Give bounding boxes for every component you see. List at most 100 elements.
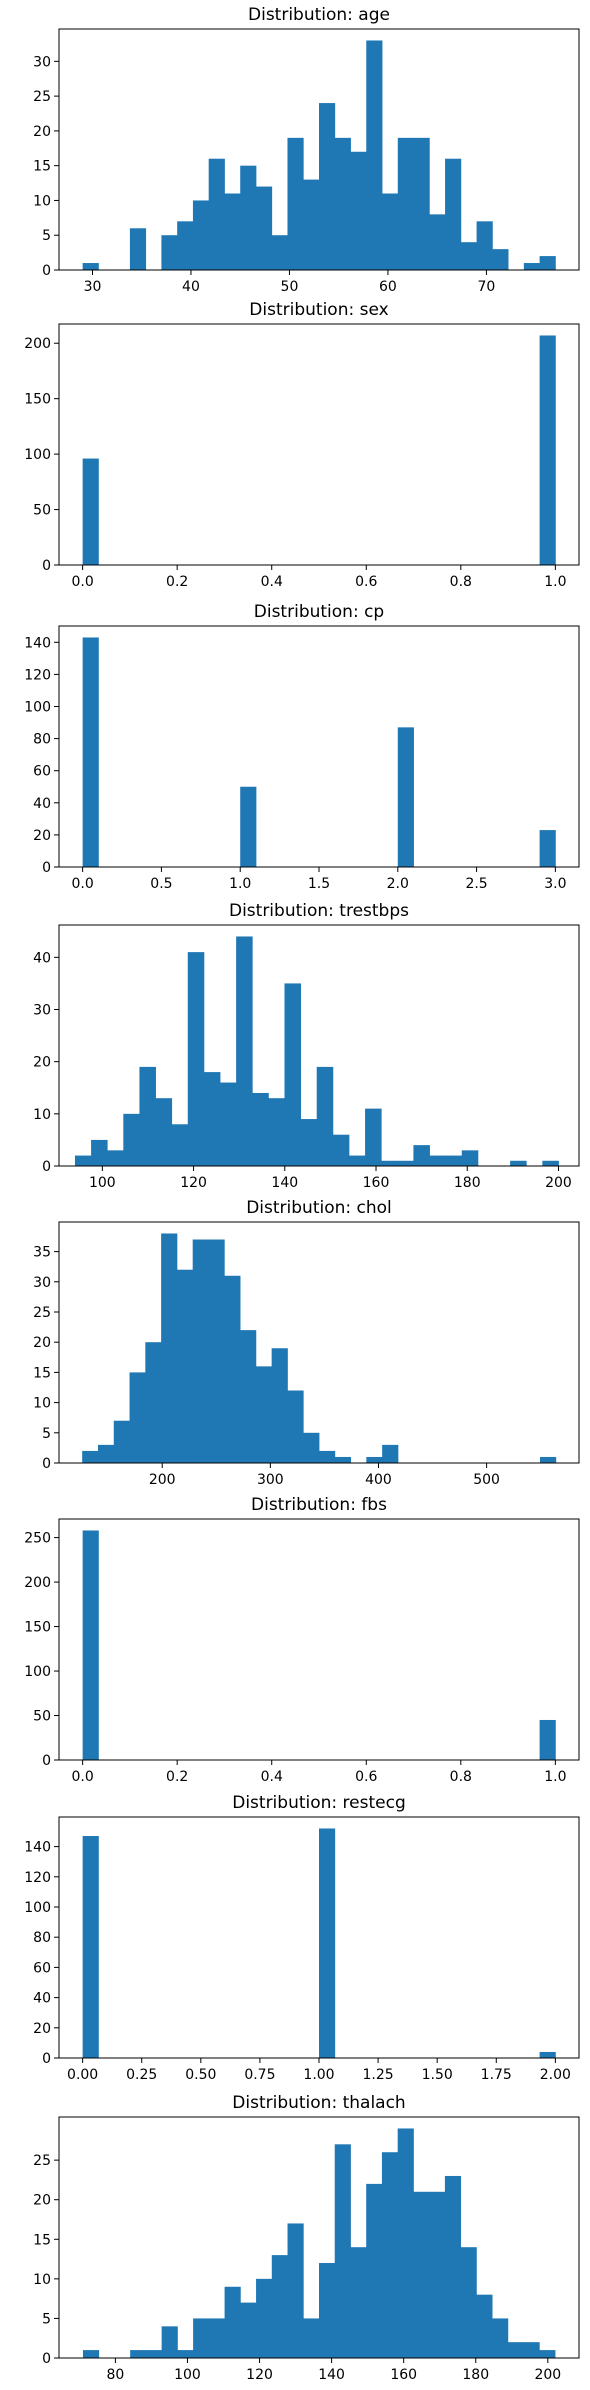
y-tick-label: 120 [24,667,51,683]
y-tick-label: 10 [33,193,51,209]
histogram-bar [145,1342,162,1463]
y-tick-label: 100 [24,1664,51,1680]
histogram-bar [365,1108,382,1166]
histogram-bar [334,137,351,270]
histogram-bar [236,936,253,1166]
x-tick-label: 1.75 [481,2067,512,2083]
histogram-bar [287,1390,304,1463]
histogram-bar [187,952,205,1166]
x-tick-label: 0.2 [166,574,188,590]
chart-panel-6: Distribution: restecg 0.00 0.25 0.50 0.75 1.0… [24,1793,580,2083]
histogram-bar [240,786,257,867]
y-tick-label: 0 [42,860,51,876]
histogram-bar [523,2342,540,2358]
x-tick-label: 0.50 [185,2067,216,2083]
x-tick-label: 200 [149,1472,176,1488]
x-tick-label: 40 [182,279,200,295]
histogram-bar [334,1456,351,1463]
chart-title: Distribution: fbs [251,1495,387,1515]
histogram-bar [303,179,320,270]
x-tick-label: 0.00 [67,2067,98,2083]
y-tick-label: 0 [42,2351,51,2367]
histogram-bar [271,2255,288,2358]
histogram-bar [130,2350,147,2358]
x-tick-label: 0.6 [355,574,377,590]
y-tick-label: 35 [33,1245,51,1261]
x-tick-label: 80 [106,2367,124,2383]
histogram-bar [444,2175,462,2358]
x-tick-label: 1.0 [229,876,251,892]
x-tick-label: 50 [281,279,299,295]
histogram-bar [208,1239,225,1463]
x-tick-label: 2.0 [387,876,409,892]
histogram-bar [413,137,430,270]
histogram-bar [540,1456,557,1463]
y-tick-label: 0 [42,1456,51,1472]
histogram-bar [208,158,225,270]
y-tick-label: 60 [33,1960,51,1976]
y-tick-label: 25 [33,1305,51,1321]
y-tick-label: 120 [24,1870,51,1886]
histogram-bar [155,1098,173,1166]
histogram-bar [171,1124,189,1166]
axes-frame [58,323,580,566]
y-tick-label: 40 [33,950,51,966]
histogram-bar [255,1366,273,1463]
histogram-bar [284,983,302,1166]
histogram-bar [382,1444,399,1463]
histogram-bar [366,1456,383,1463]
x-tick-label: 2.5 [465,876,487,892]
chart-panel-4: Distribution: chol 200 300 400 500 0 5 10 15 20 25… [33,1198,580,1488]
histogram-bar [97,1444,115,1463]
x-tick-label: 200 [545,1175,572,1191]
histogram-bar [107,1150,124,1166]
y-tick-label: 40 [33,1991,51,2007]
histogram-bar [539,830,556,867]
histogram-bar [397,727,414,867]
x-tick-label: 0.0 [72,574,94,590]
histogram-bar [224,193,241,270]
histogram-bar [539,2350,556,2358]
y-tick-label: 50 [33,503,51,519]
histogram-bar [82,1836,99,2058]
x-tick-label: 3.0 [544,876,566,892]
y-tick-label: 5 [42,228,51,244]
x-tick-label: 1.0 [544,574,566,590]
y-tick-label: 0 [42,263,51,279]
histogram-bar [82,1450,99,1463]
x-tick-label: 1.0 [544,1769,566,1785]
y-tick-label: 250 [24,1531,51,1547]
y-tick-label: 20 [33,2193,51,2209]
chart-title: Distribution: chol [246,1198,392,1218]
x-tick-label: 0.75 [244,2067,275,2083]
chart-title: Distribution: sex [249,300,388,320]
histogram-bar [348,1155,366,1166]
histogram-bar [287,2223,304,2358]
y-tick-label: 150 [24,392,51,408]
y-tick-label: 100 [24,447,51,463]
y-tick-label: 20 [33,2021,51,2037]
x-tick-label: 0.6 [355,1769,377,1785]
y-tick-label: 40 [33,796,51,812]
histogram-bar [271,235,288,270]
histogram-bar [460,242,477,270]
y-tick-label: 20 [33,1055,51,1071]
y-tick-label: 0 [42,1753,51,1769]
y-tick-label: 30 [33,54,51,70]
histogram-bar [161,2326,178,2358]
histogram-bar [523,263,541,270]
histogram-bar [256,2278,273,2358]
y-tick-label: 0 [42,1159,51,1175]
x-tick-label: 160 [390,2367,417,2383]
histogram-bar [74,1155,92,1166]
x-tick-label: 0.0 [72,1769,94,1785]
x-tick-label: 1.25 [363,2067,394,2083]
y-tick-label: 80 [33,732,51,748]
x-tick-label: 30 [84,279,102,295]
histogram-bar [252,1092,269,1166]
x-tick-label: 160 [363,1175,390,1191]
histogram-bar [319,2263,336,2358]
histogram-bar [539,2051,556,2058]
